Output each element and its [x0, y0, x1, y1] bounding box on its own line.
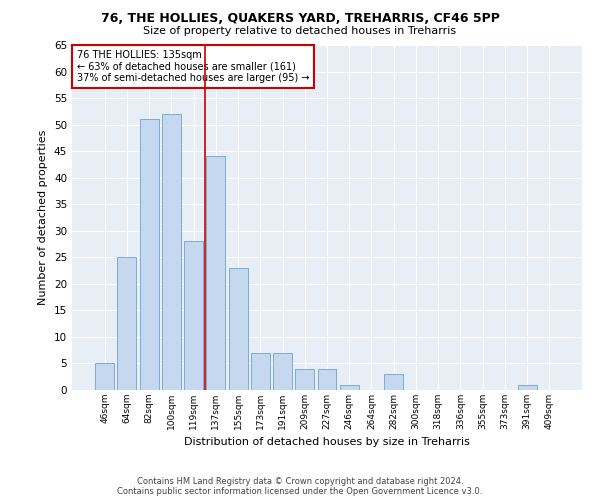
Bar: [118, 258, 136, 390]
Y-axis label: Number of detached properties: Number of detached properties: [38, 130, 49, 305]
Bar: [140, 120, 158, 390]
X-axis label: Distribution of detached houses by size in Treharris: Distribution of detached houses by size …: [184, 438, 470, 448]
Text: 76 THE HOLLIES: 135sqm
← 63% of detached houses are smaller (161)
37% of semi-de: 76 THE HOLLIES: 135sqm ← 63% of detached…: [77, 50, 310, 84]
Bar: [206, 156, 225, 390]
Bar: [251, 353, 270, 390]
Bar: [340, 384, 359, 390]
Text: Size of property relative to detached houses in Treharris: Size of property relative to detached ho…: [143, 26, 457, 36]
Bar: [384, 374, 403, 390]
Text: 76, THE HOLLIES, QUAKERS YARD, TREHARRIS, CF46 5PP: 76, THE HOLLIES, QUAKERS YARD, TREHARRIS…: [101, 12, 499, 26]
Bar: [317, 369, 337, 390]
Bar: [95, 364, 114, 390]
Bar: [273, 353, 292, 390]
Bar: [162, 114, 181, 390]
Bar: [295, 369, 314, 390]
Bar: [184, 242, 203, 390]
Bar: [229, 268, 248, 390]
Text: Contains HM Land Registry data © Crown copyright and database right 2024.
Contai: Contains HM Land Registry data © Crown c…: [118, 476, 482, 496]
Bar: [518, 384, 536, 390]
